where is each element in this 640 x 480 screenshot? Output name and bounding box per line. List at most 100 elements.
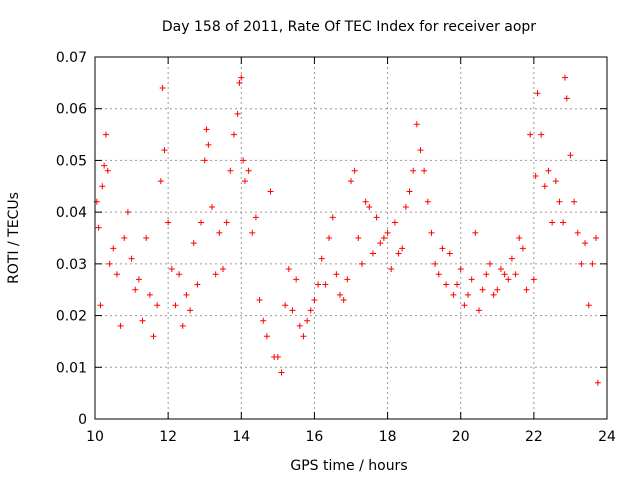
- data-point: [190, 240, 197, 247]
- data-point: [241, 178, 248, 185]
- data-point: [337, 291, 344, 298]
- data-point: [128, 255, 135, 262]
- data-point: [377, 240, 384, 247]
- data-point: [410, 167, 417, 174]
- data-point: [424, 198, 431, 205]
- data-point: [593, 235, 600, 241]
- data-point: [101, 162, 108, 169]
- data-point: [263, 333, 270, 340]
- y-tick-label: 0.03: [56, 257, 87, 273]
- data-point: [439, 245, 446, 252]
- data-point: [476, 307, 482, 314]
- data-point: [497, 266, 504, 273]
- data-point: [552, 178, 559, 185]
- x-tick-label: 12: [159, 429, 177, 445]
- data-point: [472, 229, 479, 236]
- data-point: [245, 167, 252, 174]
- data-point: [355, 235, 362, 241]
- data-point: [527, 131, 534, 138]
- data-point: [236, 79, 243, 86]
- data-point: [124, 209, 131, 216]
- data-point: [106, 260, 113, 267]
- grid-lines: [95, 57, 607, 419]
- data-point: [293, 276, 300, 283]
- data-point: [289, 307, 296, 314]
- data-point: [479, 286, 486, 293]
- data-point: [212, 271, 219, 278]
- data-point: [326, 235, 333, 241]
- data-point: [311, 297, 318, 304]
- data-point: [417, 147, 424, 154]
- data-point: [220, 266, 226, 273]
- data-point: [351, 167, 358, 174]
- data-point: [505, 276, 512, 283]
- data-point: [461, 302, 468, 309]
- data-point: [560, 219, 567, 226]
- data-point: [567, 152, 574, 159]
- data-point: [494, 286, 501, 293]
- data-point: [589, 260, 596, 267]
- data-point: [300, 333, 307, 340]
- y-tick-label: 0.05: [56, 153, 87, 169]
- data-point: [102, 131, 109, 138]
- data-point: [113, 271, 120, 278]
- data-point: [454, 281, 461, 288]
- data-point: [252, 214, 259, 221]
- data-point: [348, 178, 354, 185]
- data-point: [490, 291, 497, 298]
- y-tick-label: 0.06: [56, 102, 87, 118]
- data-point: [110, 245, 117, 252]
- data-point: [117, 322, 124, 329]
- data-point: [203, 126, 210, 133]
- data-point: [384, 229, 391, 236]
- data-point: [146, 291, 153, 298]
- data-point: [183, 291, 190, 298]
- data-point: [216, 229, 223, 236]
- data-point: [561, 74, 568, 81]
- data-point: [176, 271, 183, 278]
- data-point: [366, 203, 373, 210]
- data-point: [154, 302, 161, 309]
- data-point: [132, 286, 139, 293]
- data-point: [150, 333, 157, 340]
- data-point: [538, 131, 545, 138]
- data-point: [362, 198, 369, 205]
- data-point: [556, 198, 563, 205]
- y-tick-label: 0: [78, 412, 87, 428]
- data-point: [380, 235, 387, 241]
- data-point: [267, 188, 274, 195]
- data-point: [432, 260, 439, 267]
- data-point: [399, 245, 406, 252]
- data-point: [329, 214, 336, 221]
- data-point: [585, 302, 592, 309]
- data-point: [157, 178, 164, 185]
- data-point: [443, 281, 450, 288]
- data-point: [582, 240, 589, 247]
- data-point: [179, 322, 186, 329]
- data-point: [388, 266, 395, 273]
- data-point: [165, 219, 172, 226]
- data-point: [594, 379, 601, 386]
- data-point: [201, 157, 208, 164]
- data-point: [198, 219, 205, 226]
- data-point: [578, 260, 585, 267]
- data-point: [95, 224, 102, 231]
- data-point: [230, 131, 237, 138]
- data-point: [282, 302, 289, 309]
- data-point: [274, 353, 281, 360]
- data-point: [516, 235, 523, 241]
- data-point: [530, 276, 537, 283]
- data-point: [395, 250, 402, 257]
- data-point: [318, 255, 325, 262]
- y-tick-label: 0.04: [56, 205, 87, 221]
- data-point: [519, 245, 526, 252]
- data-point: [549, 219, 556, 226]
- data-point: [446, 250, 453, 257]
- data-point: [223, 219, 230, 226]
- data-point: [285, 266, 292, 273]
- data-point: [468, 276, 475, 283]
- data-point: [563, 95, 570, 102]
- data-point: [333, 271, 340, 278]
- data-point: [315, 281, 322, 288]
